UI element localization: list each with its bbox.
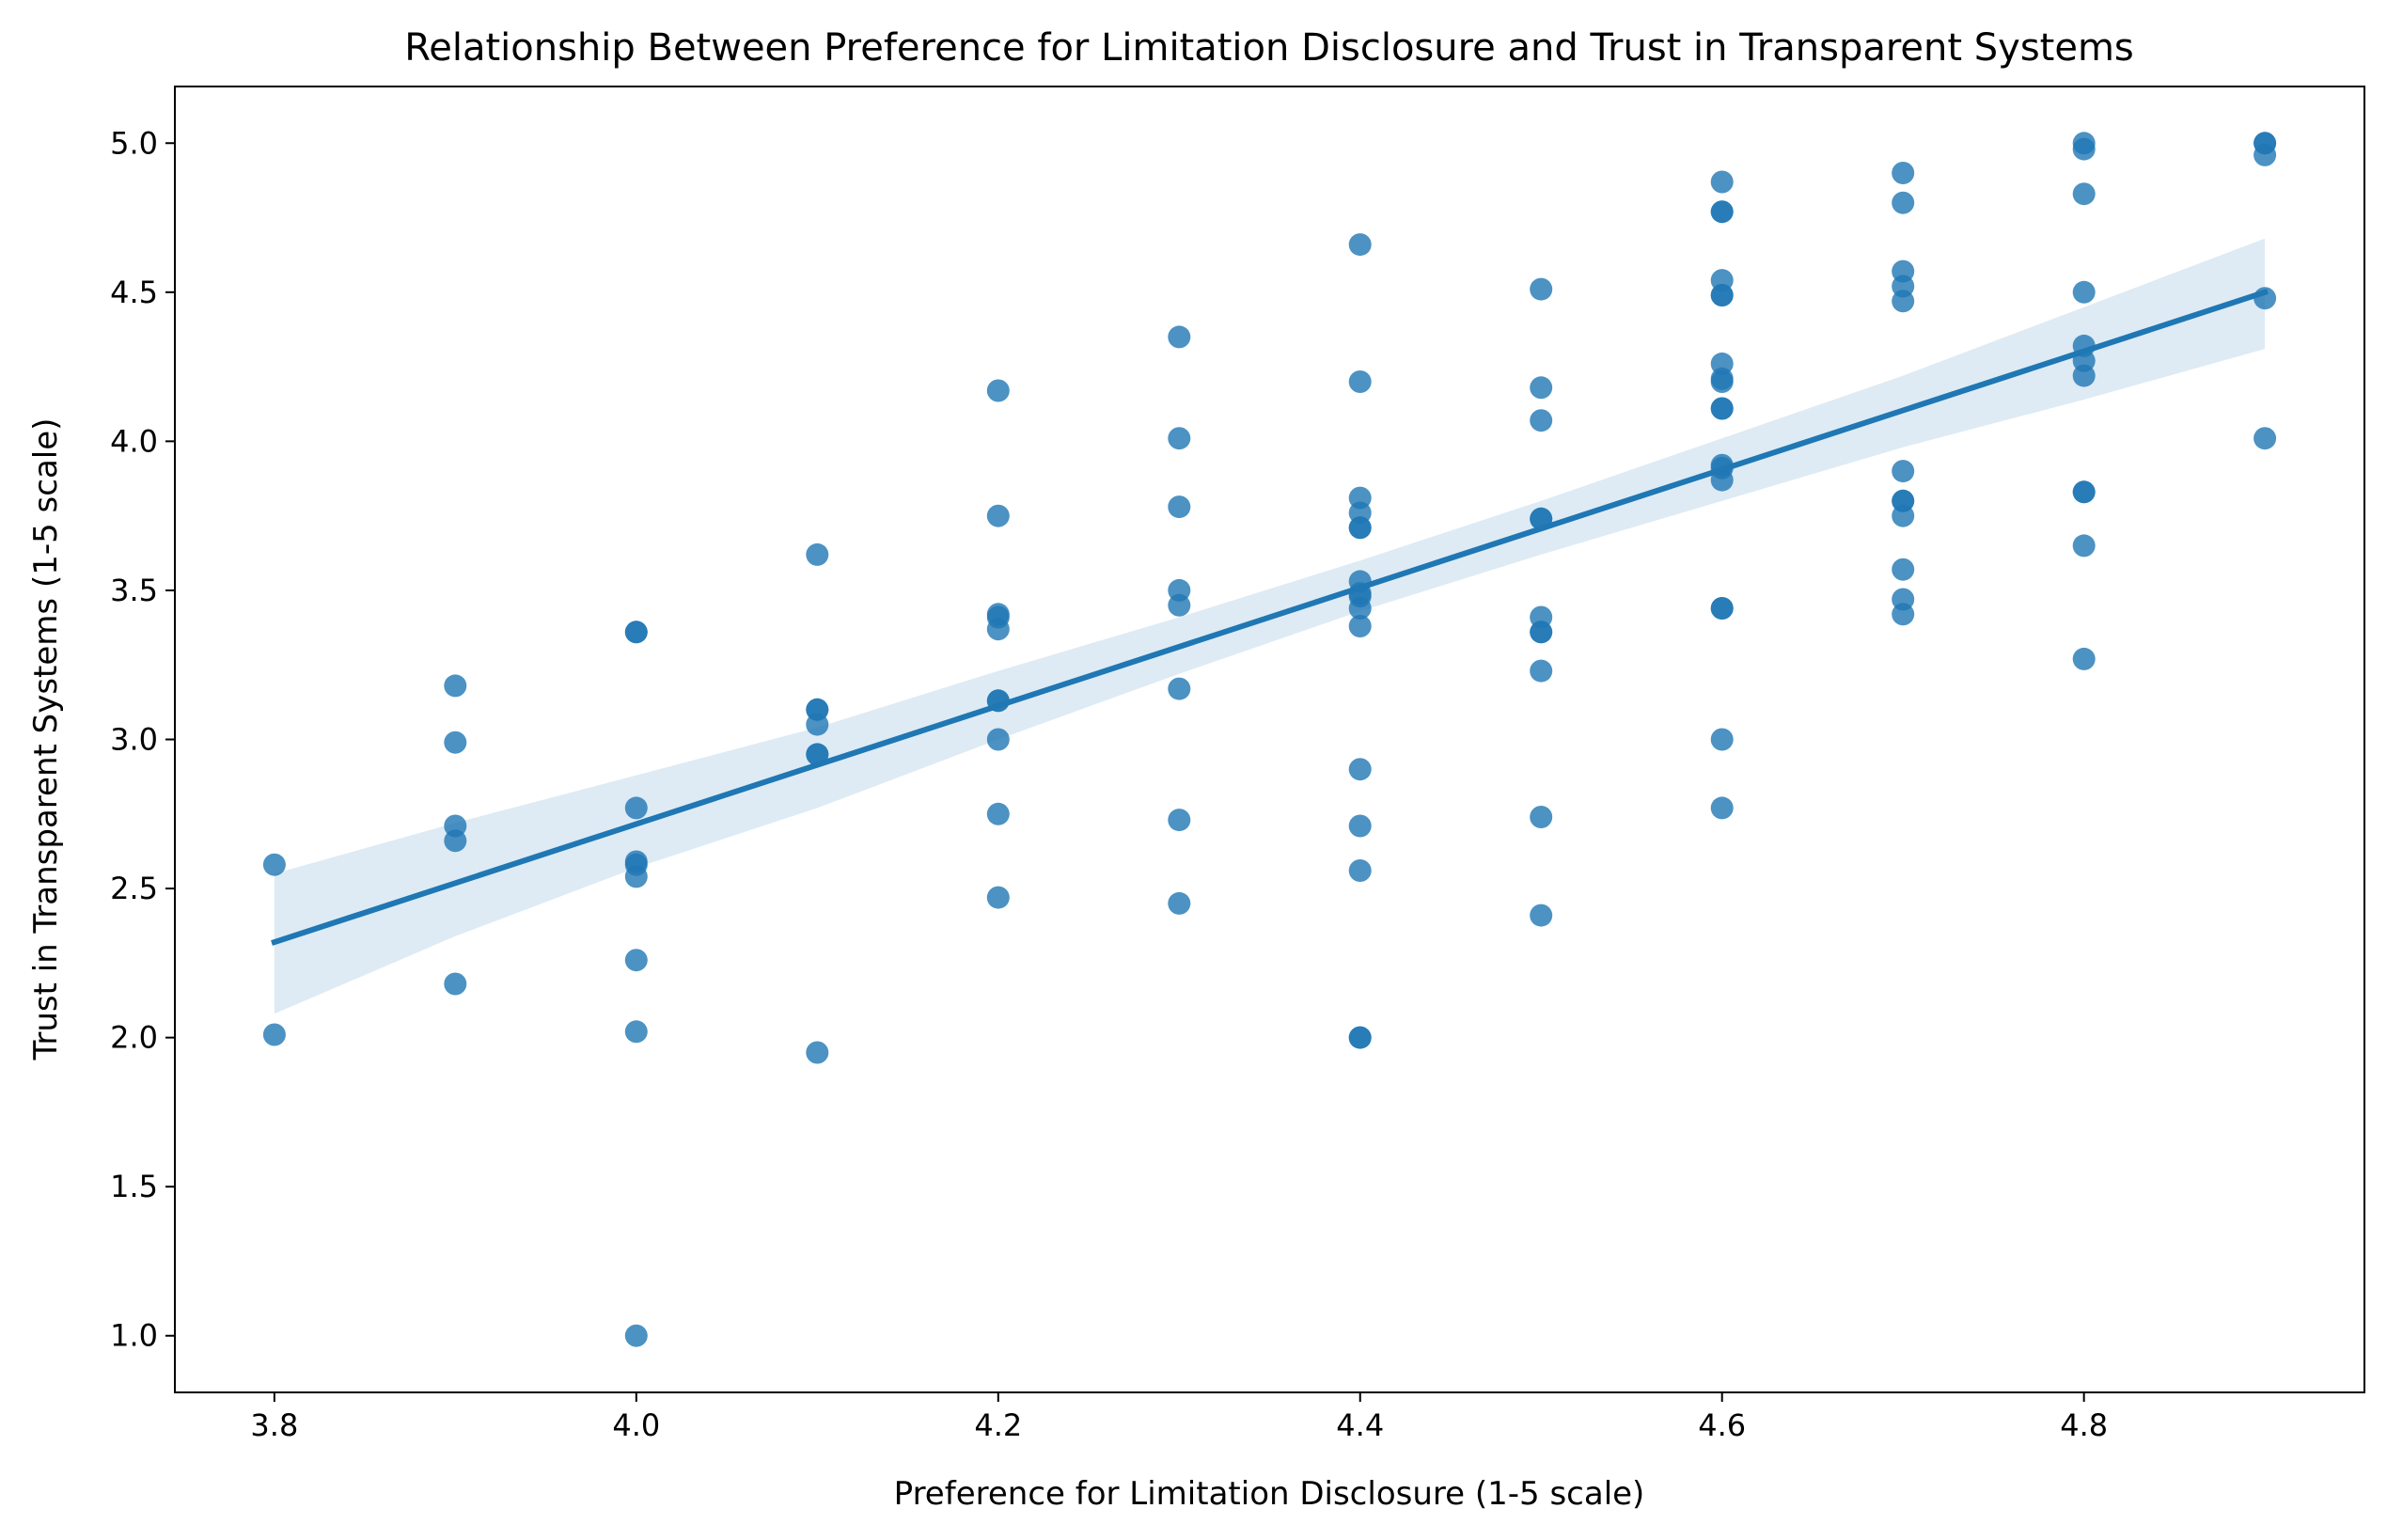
data-point [986, 504, 1010, 527]
data-point [1892, 460, 1915, 483]
data-point [1710, 796, 1734, 820]
data-point [2072, 182, 2096, 206]
data-point [262, 853, 286, 876]
y-tick-label: 5.0 [110, 125, 158, 161]
data-point [1348, 615, 1372, 637]
data-point [1710, 284, 1734, 306]
y-tick-label: 3.5 [110, 573, 158, 608]
data-point [624, 1324, 648, 1347]
data-point [624, 621, 648, 644]
data-point [986, 379, 1010, 402]
data-point [2072, 534, 2096, 558]
data-point [1892, 558, 1915, 581]
data-point [1710, 728, 1734, 751]
data-point [806, 542, 829, 566]
data-point [624, 949, 648, 972]
data-point [1530, 621, 1553, 644]
data-point [624, 865, 648, 888]
data-point [1892, 162, 1915, 184]
data-point [1348, 859, 1372, 882]
data-point [986, 886, 1010, 909]
regression-line [271, 289, 2269, 946]
data-point [262, 1023, 286, 1046]
data-point [444, 674, 467, 698]
y-axis-ticks: 1.0 1.5 2.0 2.5 3.0 3.5 4.0 4.5 5.0 [110, 125, 175, 1354]
data-point [2072, 480, 2096, 504]
data-point [1168, 677, 1191, 700]
data-point [624, 796, 648, 820]
confidence-band [274, 238, 2266, 1014]
points-layer [262, 132, 2277, 1347]
data-point [986, 728, 1010, 751]
data-point [1348, 758, 1372, 781]
y-tick-label: 4.5 [110, 275, 158, 310]
data-point [2072, 647, 2096, 670]
x-tick-label: 4.0 [612, 1407, 660, 1443]
data-point [1530, 659, 1553, 683]
data-point [1348, 1026, 1372, 1049]
data-point [2072, 364, 2096, 387]
data-point [1530, 904, 1553, 927]
data-point [1710, 597, 1734, 620]
data-point [806, 713, 829, 736]
y-tick-label: 2.5 [110, 871, 158, 906]
data-point [1892, 290, 1915, 313]
confidence-band-layer [274, 238, 2266, 1014]
data-point [806, 743, 829, 766]
data-point [1168, 891, 1191, 915]
data-point [1348, 516, 1372, 540]
data-point [986, 802, 1010, 825]
data-point [1348, 370, 1372, 393]
data-point [1710, 170, 1734, 194]
data-point [1710, 397, 1734, 420]
data-point [986, 618, 1010, 641]
x-tick-label: 4.4 [1336, 1407, 1384, 1443]
data-point [1168, 325, 1191, 349]
data-point [1348, 233, 1372, 257]
data-point [1168, 809, 1191, 832]
data-point [1530, 277, 1553, 301]
data-point [444, 972, 467, 996]
data-point [2072, 137, 2096, 161]
data-point [2254, 143, 2277, 166]
data-point [2254, 427, 2277, 450]
data-point [624, 1020, 648, 1044]
data-point [1710, 370, 1734, 393]
data-point [1530, 806, 1553, 828]
y-tick-label: 3.0 [110, 722, 158, 758]
data-point [1710, 468, 1734, 492]
data-point [1348, 597, 1372, 620]
data-point [1892, 603, 1915, 626]
data-point [2072, 280, 2096, 304]
x-axis-ticks: 3.8 4.0 4.2 4.4 4.6 4.8 [250, 1392, 2108, 1443]
data-point [1168, 427, 1191, 450]
y-tick-label: 4.0 [110, 423, 158, 459]
data-point [444, 731, 467, 754]
regression-line-layer [271, 289, 2269, 946]
data-point [444, 829, 467, 853]
plot-frame [174, 86, 2365, 1393]
data-point [1348, 814, 1372, 838]
x-tick-label: 4.8 [2060, 1407, 2108, 1443]
data-point [806, 1041, 829, 1064]
x-tick-label: 4.6 [1698, 1407, 1746, 1443]
chart-title: Relationship Between Preference for Limi… [404, 26, 2134, 70]
data-point [1168, 593, 1191, 617]
data-point [1530, 376, 1553, 400]
x-tick-label: 3.8 [250, 1407, 298, 1443]
x-tick-label: 4.2 [974, 1407, 1022, 1443]
data-point [1168, 495, 1191, 519]
y-tick-label: 1.0 [110, 1318, 158, 1354]
data-point [1892, 191, 1915, 214]
data-point [1710, 200, 1734, 224]
data-point [1892, 504, 1915, 527]
y-tick-label: 1.5 [110, 1169, 158, 1204]
y-tick-label: 2.0 [110, 1020, 158, 1056]
y-axis-label: Trust in Transparent Systems (1-5 scale) [27, 418, 65, 1061]
x-axis-label: Preference for Limitation Disclosure (1-… [894, 1475, 1645, 1513]
data-point [1530, 409, 1553, 432]
